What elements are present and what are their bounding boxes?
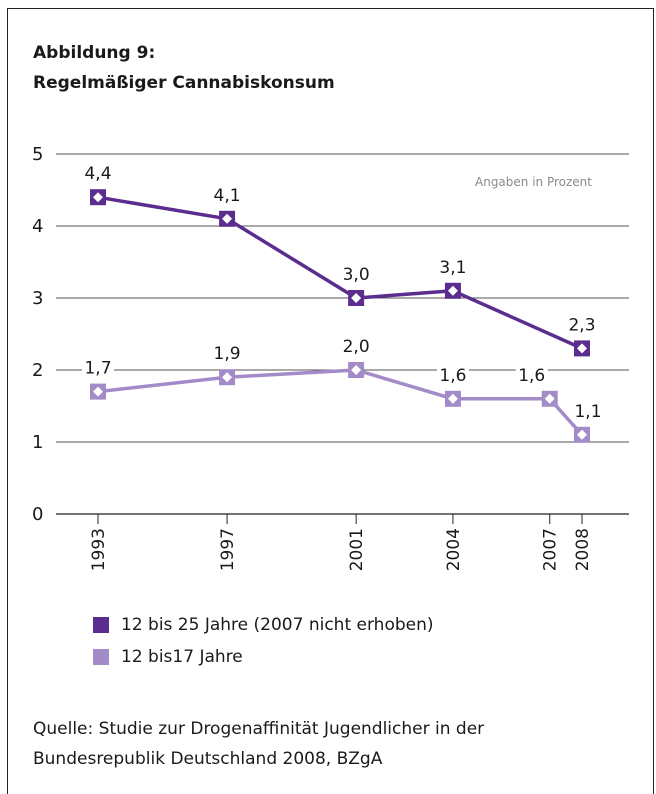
data-marker [90, 189, 106, 206]
marker-diamond [93, 192, 103, 203]
source-line: Quelle: Studie zur Drogenaffinität Jugen… [33, 719, 485, 739]
x-axis: 1993 1997 2001 2004 2007 2008 [89, 514, 593, 571]
legend-label: 12 bis 25 Jahre (2007 nicht erhoben) [121, 615, 434, 635]
data-label: 1,6 [439, 366, 466, 386]
label-bg [436, 257, 469, 278]
label-bg [211, 185, 244, 206]
data-marker [574, 426, 590, 443]
label-bg [340, 265, 373, 285]
marker-diamond [577, 429, 587, 440]
x-tick-label: 1993 [89, 528, 109, 571]
data-labels: 1,7 1,9 2,0 1,6 1,6 1,1 4,4 4,1 3,0 3,1 2,3 [82, 164, 604, 422]
grid-lines [56, 153, 629, 515]
y-tick-label: 2 [32, 360, 43, 381]
figure-frame [7, 8, 654, 794]
data-marker [348, 290, 365, 306]
figure-title: Regelmäßiger Cannabiskonsum [33, 73, 335, 93]
x-tick-label: 2001 [347, 528, 367, 571]
x-tick-label: 2007 [541, 528, 561, 571]
data-marker [90, 383, 106, 400]
source-note: Quelle: Studie zur Drogenaffinität Jugen… [33, 714, 484, 774]
series-layer [90, 189, 590, 443]
legend-swatch [93, 617, 109, 633]
marker-diamond [222, 372, 233, 383]
label-bg [82, 358, 114, 379]
data-label: 1,7 [84, 359, 111, 379]
marker-diamond [93, 386, 103, 397]
label-bg [211, 344, 244, 365]
y-tick-label: 4 [32, 216, 43, 237]
data-label: 2,3 [568, 315, 595, 335]
y-tick-label: 0 [32, 504, 43, 525]
data-marker [444, 390, 461, 407]
source-line: Bundesrepublik Deutschland 2008, BZgA [33, 749, 383, 769]
marker-diamond [351, 365, 362, 375]
legend-swatch [93, 649, 109, 665]
data-marker [219, 369, 236, 386]
data-marker [444, 282, 461, 299]
y-tick-label: 1 [32, 432, 43, 453]
marker-diamond [222, 213, 233, 224]
label-bg [572, 401, 604, 422]
legend-label: 12 bis17 Jahre [121, 647, 243, 667]
y-axis-ticks: 0 1 2 3 4 5 [32, 144, 43, 525]
x-tick-label: 2008 [573, 528, 593, 571]
legend-item: 12 bis17 Jahre [93, 641, 434, 673]
x-tick-label: 2004 [444, 528, 464, 571]
data-label: 1,6 [518, 366, 545, 386]
data-marker [574, 340, 590, 357]
marker-diamond [577, 343, 587, 354]
marker-diamond [447, 393, 458, 404]
marker-diamond [447, 285, 458, 296]
data-label: 4,4 [84, 164, 111, 184]
label-bg [82, 164, 114, 185]
data-label: 1,1 [574, 402, 601, 422]
x-tick-label: 1997 [218, 528, 238, 571]
data-label: 3,1 [439, 258, 466, 278]
data-marker [348, 362, 365, 378]
marker-diamond [544, 393, 555, 404]
data-label: 1,9 [214, 344, 241, 364]
data-label: 2,0 [343, 337, 370, 357]
data-label: 4,1 [214, 186, 241, 206]
unit-note: Angaben in Prozent [475, 175, 592, 189]
data-label: 3,0 [343, 265, 370, 285]
legend: 12 bis 25 Jahre (2007 nicht erhoben) 12 … [93, 609, 434, 673]
data-marker [219, 210, 236, 227]
label-bg [566, 315, 598, 336]
series-line [97, 368, 584, 436]
label-bg [436, 365, 469, 386]
figure-label: Abbildung 9: [33, 43, 156, 63]
label-bg [515, 365, 548, 386]
legend-item: 12 bis 25 Jahre (2007 nicht erhoben) [93, 609, 434, 641]
label-bg [340, 337, 373, 357]
y-tick-label: 3 [32, 288, 43, 309]
series-line [97, 195, 583, 350]
data-marker [541, 390, 558, 407]
marker-diamond [351, 293, 362, 303]
y-tick-label: 5 [32, 144, 43, 165]
figure-title-block: Abbildung 9: Regelmäßiger Cannabiskonsum [33, 38, 335, 98]
